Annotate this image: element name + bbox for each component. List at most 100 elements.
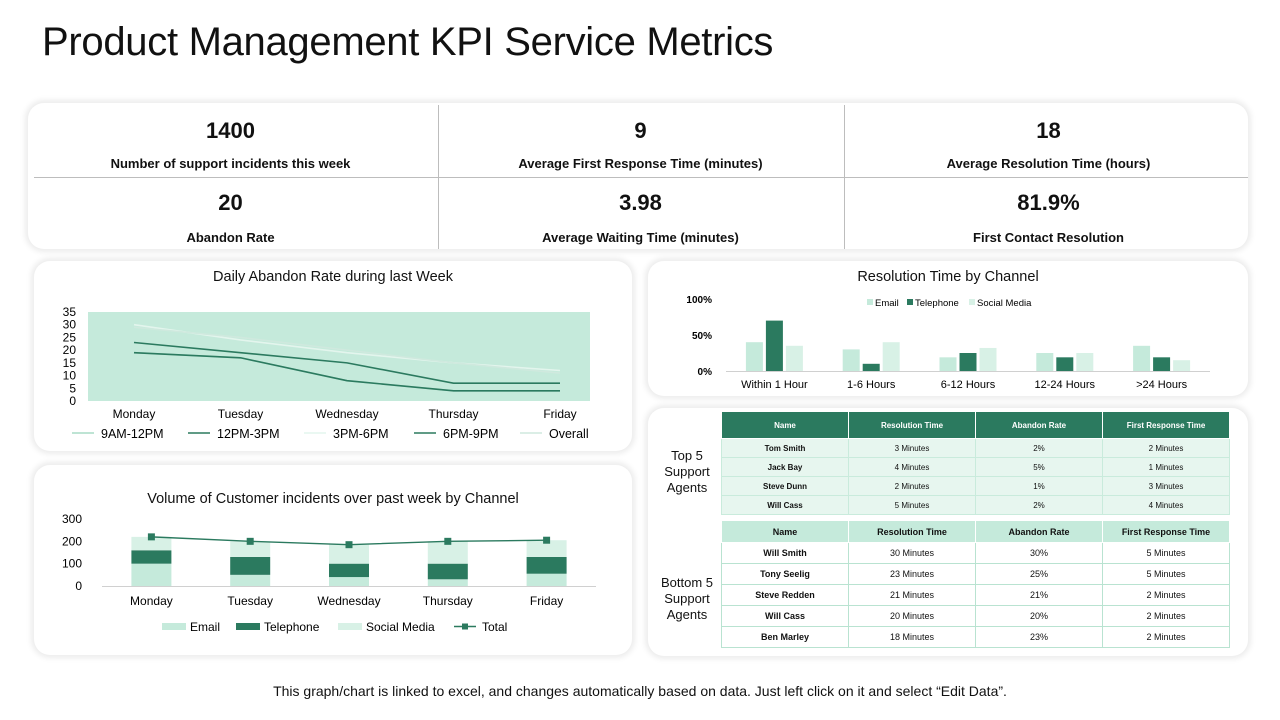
cell: 25% (975, 563, 1103, 585)
agent-name: Will Cass (721, 495, 849, 515)
y-tick-label: 50% (692, 331, 712, 342)
agent-name: Will Smith (721, 542, 849, 564)
kpi-value: 81.9% (1017, 190, 1080, 215)
bar-segment (427, 563, 468, 580)
table-row: Steve Dunn 2 Minutes 1% 3 Minutes (721, 476, 1230, 496)
bar (939, 357, 957, 371)
legend-marker (462, 623, 468, 630)
table-header-row: Name Resolution Time Abandon Rate First … (721, 411, 1230, 439)
kpi-label: Average Waiting Time (minutes) (542, 230, 739, 245)
table-row: Ben Marley 18 Minutes 23% 2 Minutes (721, 626, 1230, 648)
total-marker (345, 541, 353, 549)
legend-swatch (236, 623, 260, 630)
table-row: Will Cass 20 Minutes 20% 2 Minutes (721, 605, 1230, 627)
bar-segment (329, 544, 369, 564)
cell: 5 Minutes (1102, 542, 1230, 564)
y-tick-label: 5 (69, 381, 76, 395)
kpi-incidents: 1400 Number of support incidents this we… (28, 103, 433, 175)
x-tick-label: Wednesday (315, 407, 378, 421)
legend-label: 9AM-12PM (101, 427, 164, 441)
kpi-waiting-time: 3.98 Average Waiting Time (minutes) (438, 175, 843, 247)
header-first-response: First Response Time (1102, 411, 1230, 439)
total-marker (543, 536, 551, 544)
cell: 21 Minutes (848, 584, 976, 606)
x-tick-label: >24 Hours (1136, 379, 1188, 391)
volume-chart: 300 200 100 0 Monday Tuesday Wednesday Thursday… (62, 512, 596, 634)
cell: 20% (975, 605, 1103, 627)
cell: 2 Minutes (1102, 438, 1230, 458)
y-tick-label: 100 (62, 557, 82, 571)
cell: 5 Minutes (1102, 563, 1230, 585)
y-tick-label: 200 (62, 534, 82, 548)
legend-swatch (969, 299, 975, 305)
legend-swatch (162, 623, 186, 630)
bar (1076, 353, 1094, 371)
cell: 4 Minutes (848, 457, 976, 477)
legend-label: Telephone (915, 298, 959, 309)
bar (1133, 345, 1151, 371)
cell: 2 Minutes (1102, 605, 1230, 627)
page-title: Product Management KPI Service Metrics (42, 20, 774, 64)
cell: 18 Minutes (848, 626, 976, 648)
legend-label: 3PM-6PM (333, 427, 389, 441)
kpi-value: 1400 (206, 118, 255, 143)
kpi-label: First Contact Resolution (973, 230, 1124, 245)
bar-segment (329, 577, 369, 586)
cell: 4 Minutes (1102, 495, 1230, 515)
cell: 5 Minutes (848, 495, 976, 515)
series-line (133, 341, 560, 384)
legend-swatch (338, 623, 362, 630)
total-marker (246, 537, 254, 545)
table-header-row: Name Resolution Time Abandon Rate First … (721, 520, 1230, 543)
y-tick-label: 10 (63, 369, 77, 383)
kpi-first-response: 9 Average First Response Time (minutes) (438, 103, 843, 175)
legend-label: Social Media (977, 298, 1032, 309)
legend-label: Email (190, 620, 220, 634)
y-tick-label: 300 (62, 512, 82, 526)
legend-label: Social Media (366, 620, 435, 634)
header-resolution: Resolution Time (848, 520, 976, 543)
bar (959, 353, 977, 371)
bar (1056, 357, 1074, 371)
kpi-value: 20 (218, 190, 243, 215)
x-tick-label: Tuesday (218, 407, 264, 421)
bar-segment (427, 541, 468, 564)
bar-segment (230, 556, 271, 575)
cell: 23 Minutes (848, 563, 976, 585)
kpi-abandon-rate: 20 Abandon Rate (28, 175, 433, 247)
agent-name: Tony Seelig (721, 563, 849, 585)
kpi-first-contact: 81.9% First Contact Resolution (846, 175, 1251, 247)
y-tick-label: 100% (686, 295, 712, 306)
kpi-value: 18 (1036, 118, 1061, 143)
footer-note: This graph/chart is linked to excel, and… (273, 683, 1007, 699)
table-row: Jack Bay 4 Minutes 5% 1 Minutes (721, 457, 1230, 477)
kpi-label: Average Resolution Time (hours) (946, 156, 1151, 171)
x-tick-label: 6-12 Hours (941, 379, 996, 391)
cell: 2% (975, 495, 1103, 515)
kpi-label: Number of support incidents this week (110, 156, 351, 171)
resolution-chart: 100% 50% 0% Within 1 Hour 1-6 Hours 6-12 Hour… (686, 295, 1210, 391)
header-first-response: First Response Time (1102, 520, 1230, 543)
bar-segment (230, 574, 271, 586)
x-tick-label: 12-24 Hours (1035, 379, 1096, 391)
x-tick-label: Friday (543, 407, 576, 421)
cell: 3 Minutes (848, 438, 976, 458)
chart-title: Volume of Customer incidents over past w… (147, 491, 519, 507)
series-line (133, 351, 560, 392)
bar (765, 320, 783, 371)
y-tick-label: 15 (63, 356, 77, 370)
bar (979, 347, 997, 371)
bar (862, 363, 880, 371)
kpi-value: 9 (634, 118, 647, 143)
x-tick-label: 1-6 Hours (847, 379, 896, 391)
y-tick-label: 30 (63, 318, 77, 332)
bar-segment (329, 563, 369, 578)
volume-chart-card: Volume of Customer incidents over past w… (34, 465, 632, 655)
legend-label: Email (875, 298, 899, 309)
resolution-chart-card: Resolution Time by Channel 100% 50% 0% With… (648, 261, 1248, 396)
total-marker (147, 533, 155, 541)
legend-label: Overall (549, 427, 589, 441)
x-tick-label: Monday (113, 407, 156, 421)
series-line (133, 323, 561, 372)
total-marker (444, 537, 452, 545)
